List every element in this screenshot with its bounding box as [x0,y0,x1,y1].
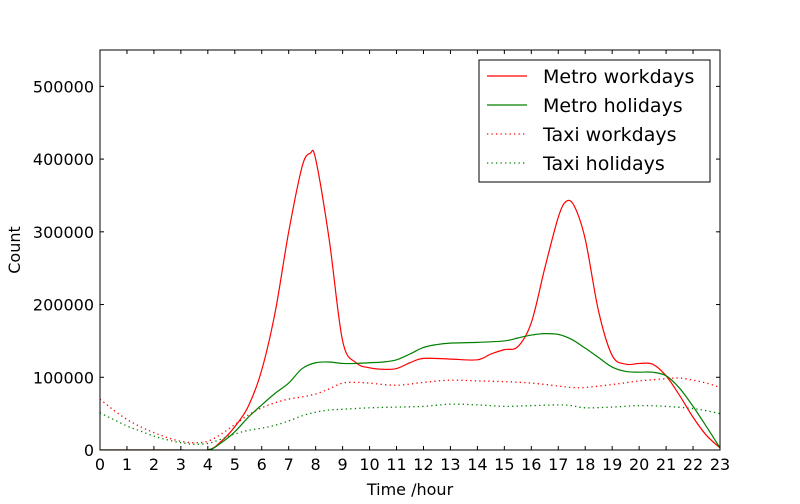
x-tick-label: 3 [176,455,186,474]
x-tick-label: 22 [683,455,703,474]
legend-label: Taxi holidays [542,153,665,175]
y-tick-label: 200000 [33,296,94,315]
x-tick-label: 1 [122,455,132,474]
x-tick-label: 15 [494,455,514,474]
series-line-taxi-holidays [100,403,720,445]
x-tick-label: 23 [710,455,730,474]
x-tick-label: 13 [440,455,460,474]
x-tick-label: 12 [413,455,433,474]
series-line-taxi-workdays [100,377,720,444]
series-line-metro-holidays [100,332,720,450]
y-axis-ticks: 0 100000 200000 300000 400000 500000 [33,77,720,460]
legend-box [478,59,711,183]
x-tick-label: 19 [602,455,622,474]
x-tick-label: 17 [548,455,568,474]
series-group [100,149,720,450]
plot-frame [99,49,721,451]
x-tick-label: 8 [311,455,321,474]
x-tick-label: 4 [203,455,213,474]
x-tick-label: 5 [230,455,240,474]
x-tick-label: 16 [521,455,541,474]
x-tick-label: 18 [575,455,595,474]
y-tick-label: 300000 [33,223,94,242]
x-tick-label: 20 [629,455,649,474]
x-tick-label: 9 [338,455,348,474]
y-tick-label: 100000 [33,368,94,387]
x-axis-ticks: 0 1 2 3 4 5 6 7 8 9 10 11 12 13 14 15 16 17 18 19 20 21 22 23 [95,50,730,474]
x-tick-label: 10 [359,455,379,474]
x-tick-label: 21 [656,455,676,474]
legend-label: Metro holidays [543,95,683,117]
x-tick-label: 2 [149,455,159,474]
y-tick-label: 400000 [33,150,94,169]
x-tick-label: 7 [284,455,294,474]
y-tick-label: 0 [84,441,94,460]
y-axis-label: Count [5,226,24,274]
series-line-metro-workdays [100,149,720,450]
legend: Metro workdays Metro holidays Taxi workday… [478,59,711,183]
x-tick-label: 0 [95,455,105,474]
x-tick-label: 6 [257,455,267,474]
y-tick-label: 500000 [33,77,94,96]
legend-label: Metro workdays [543,66,694,88]
x-tick-label: 14 [467,455,487,474]
x-axis-label: Time /hour [366,480,454,499]
legend-label: Taxi workdays [542,124,677,146]
x-tick-label: 11 [386,455,406,474]
